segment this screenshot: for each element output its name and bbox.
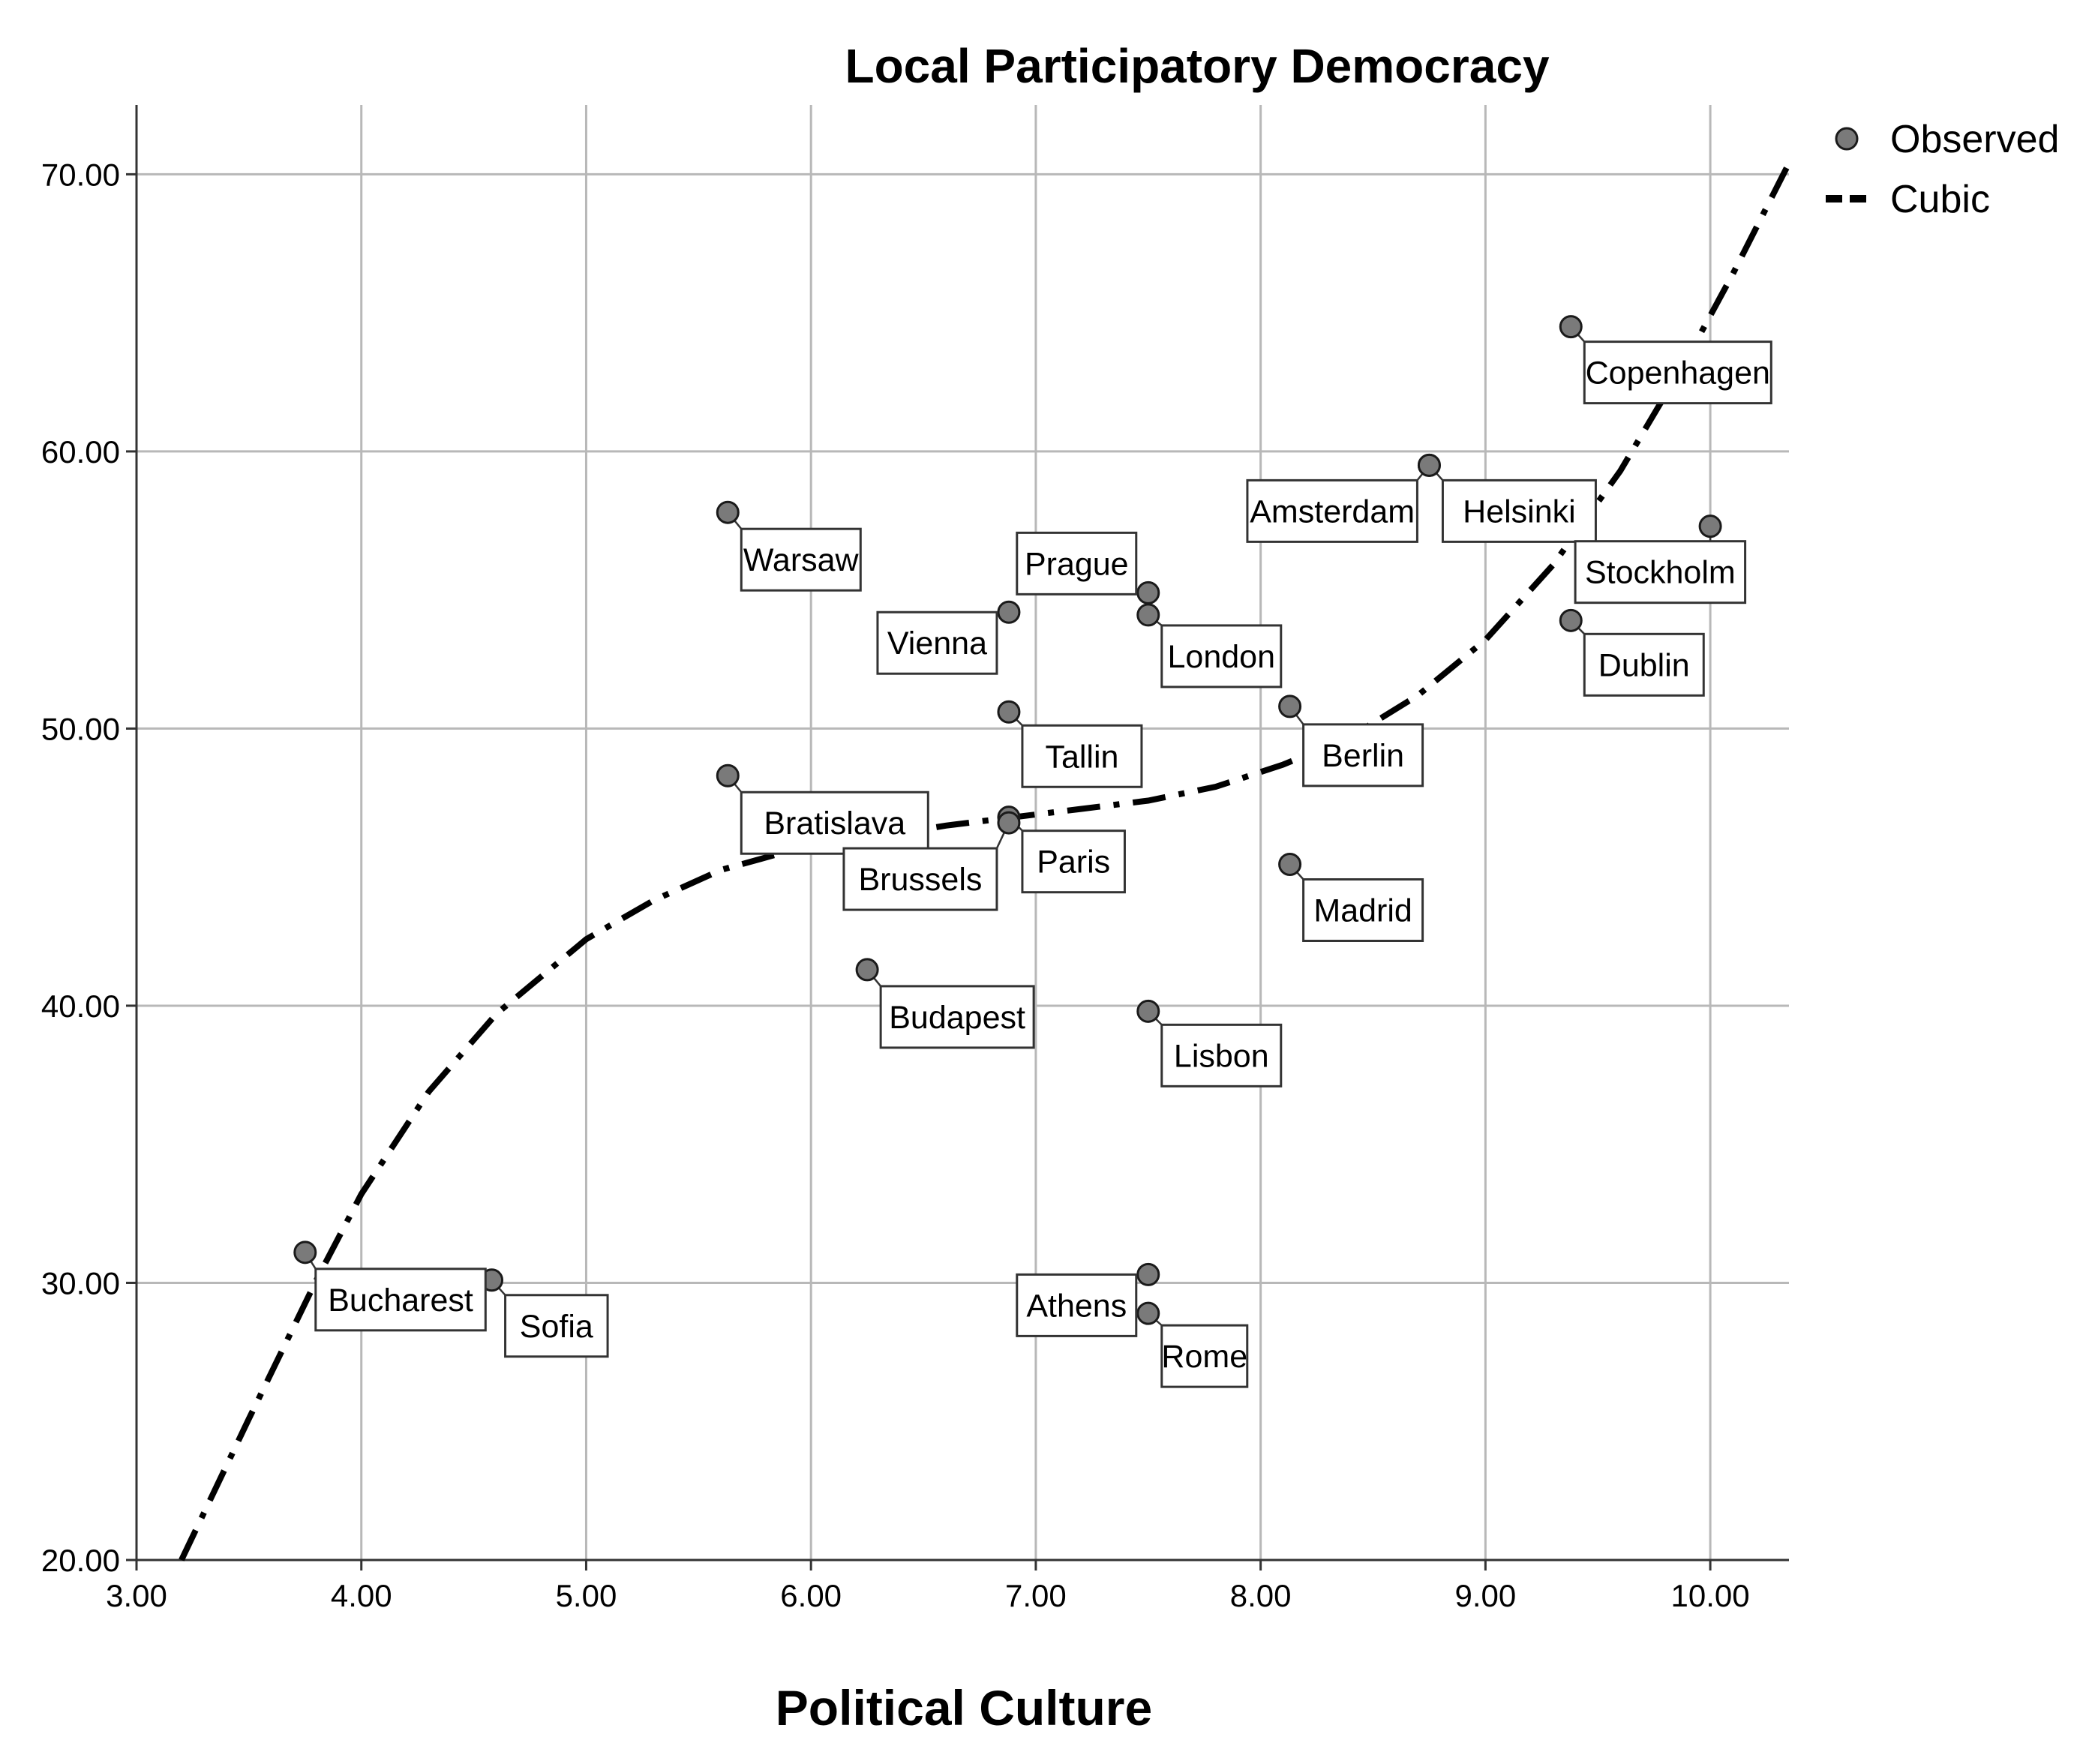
point-label: Brussels <box>858 862 982 898</box>
y-tick-label: 30.00 <box>41 1265 120 1300</box>
legend-label-cubic: Cubic <box>1890 178 1990 221</box>
data-point <box>716 764 740 788</box>
point-label-box <box>740 527 862 592</box>
point-label-box <box>1016 531 1138 596</box>
data-point <box>1136 1262 1160 1286</box>
grid <box>137 105 1789 1560</box>
y-tick-label: 70.00 <box>41 157 120 192</box>
legend-label-observed: Observed <box>1890 118 2059 161</box>
point-label: Athens <box>1026 1288 1127 1324</box>
point-label: Bucharest <box>328 1282 473 1318</box>
point-label: Madrid <box>1313 892 1412 928</box>
point-label: Helsinki <box>1463 494 1576 530</box>
point-label: Prague <box>1025 546 1129 582</box>
point-label: Bratislava <box>764 806 905 842</box>
data-point <box>997 600 1021 624</box>
point-label-box <box>842 847 998 911</box>
y-tick-label: 60.00 <box>41 434 120 470</box>
y-tick-label: 40.00 <box>41 988 120 1024</box>
data-point <box>1136 999 1160 1023</box>
data-point <box>997 700 1021 724</box>
data-point <box>1559 315 1583 339</box>
legend: Observed Cubic <box>1826 118 2059 221</box>
x-tick-label: 3.00 <box>106 1578 167 1613</box>
data-point <box>1136 580 1160 604</box>
x-tick-label: 5.00 <box>556 1578 617 1613</box>
data-point <box>1417 453 1441 477</box>
point-label-box <box>1302 723 1424 788</box>
point-label-box <box>879 985 1035 1049</box>
x-tick-label: 4.00 <box>331 1578 392 1613</box>
point-label: Dublin <box>1598 647 1690 683</box>
point-label: Vienna <box>887 626 987 662</box>
observed-points <box>293 315 1722 1325</box>
chart-title: Local Participatory Democracy <box>845 39 1549 93</box>
point-label: Tallin <box>1045 739 1118 775</box>
data-point <box>1698 514 1722 538</box>
data-point <box>855 958 879 982</box>
x-tick-label: 7.00 <box>1005 1578 1067 1613</box>
point-label: Paris <box>1037 844 1110 880</box>
data-point <box>997 811 1021 835</box>
x-axis-label: Political Culture <box>776 1680 1152 1736</box>
point-label: London <box>1168 639 1276 675</box>
point-label-box <box>1160 1324 1249 1388</box>
point-label: Amsterdam <box>1250 494 1415 530</box>
point-label-box <box>740 790 929 855</box>
point-label-box <box>504 1294 609 1358</box>
y-tick-label: 50.00 <box>41 711 120 746</box>
point-label: Lisbon <box>1174 1038 1269 1074</box>
data-point <box>1278 694 1302 718</box>
point-label-box <box>1021 724 1143 788</box>
point-label-box <box>876 610 998 675</box>
x-tick-label: 8.00 <box>1230 1578 1292 1613</box>
point-label: Berlin <box>1322 738 1404 774</box>
data-point <box>293 1240 317 1264</box>
point-label: Copenhagen <box>1586 356 1770 392</box>
legend-marker-observed <box>1835 127 1859 151</box>
data-point <box>1559 608 1583 632</box>
data-point <box>1136 603 1160 627</box>
point-label: Stockholm <box>1585 555 1736 591</box>
point-label-box <box>314 1268 487 1332</box>
point-label: Warsaw <box>743 542 860 578</box>
point-label-box <box>1246 478 1418 543</box>
point-label: Budapest <box>889 1000 1025 1036</box>
point-label-box <box>1583 632 1705 697</box>
point-label: Rome <box>1161 1339 1247 1375</box>
point-label-box <box>1016 1273 1138 1337</box>
x-tick-label: 6.00 <box>780 1578 842 1613</box>
point-label-box <box>1441 478 1597 543</box>
point-label-box <box>1583 340 1772 405</box>
point-label-box <box>1574 540 1747 604</box>
point-label-box <box>1160 1023 1283 1088</box>
point-label: Sofia <box>520 1309 593 1345</box>
point-labels: Bucharest Sofia Warsaw Bratislava Budapest Vi… <box>314 340 1772 1388</box>
point-label-box <box>1021 830 1126 894</box>
axes: 3.00 4.00 5.00 6.00 7.00 8.00 9.00 10.00 20.00 30… <box>41 105 1789 1613</box>
y-tick-label: 20.00 <box>41 1543 120 1578</box>
point-label-box <box>1160 624 1283 688</box>
x-tick-label: 9.00 <box>1454 1578 1516 1613</box>
data-point <box>1136 1301 1160 1325</box>
data-point <box>716 500 740 524</box>
x-tick-label: 10.00 <box>1671 1578 1750 1613</box>
point-label-box <box>1302 878 1424 942</box>
data-point <box>1278 852 1302 876</box>
